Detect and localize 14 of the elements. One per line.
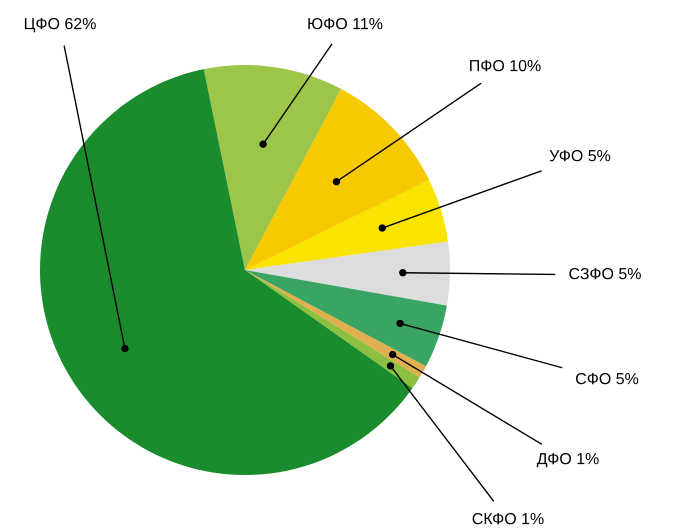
- slice-label: СЗФО 5%: [569, 268, 641, 280]
- slice-label: ПФО 10%: [470, 60, 541, 72]
- slice-label: ЦФО 62%: [24, 18, 96, 32]
- pie-slice: [245, 88, 430, 270]
- slice-label: СКФО 1%: [472, 512, 544, 524]
- slice-label: ДФО 1%: [536, 452, 599, 468]
- slice-label: СФО 5%: [576, 372, 638, 384]
- slice-label: ЮФО 11%: [308, 18, 382, 30]
- pie-slice: [245, 180, 448, 270]
- pie-slice: [40, 69, 413, 475]
- pie-slice: [245, 241, 450, 306]
- pie-slice: [204, 65, 342, 270]
- slice-label: УФО 5%: [550, 150, 610, 162]
- pie-slice: [245, 270, 447, 366]
